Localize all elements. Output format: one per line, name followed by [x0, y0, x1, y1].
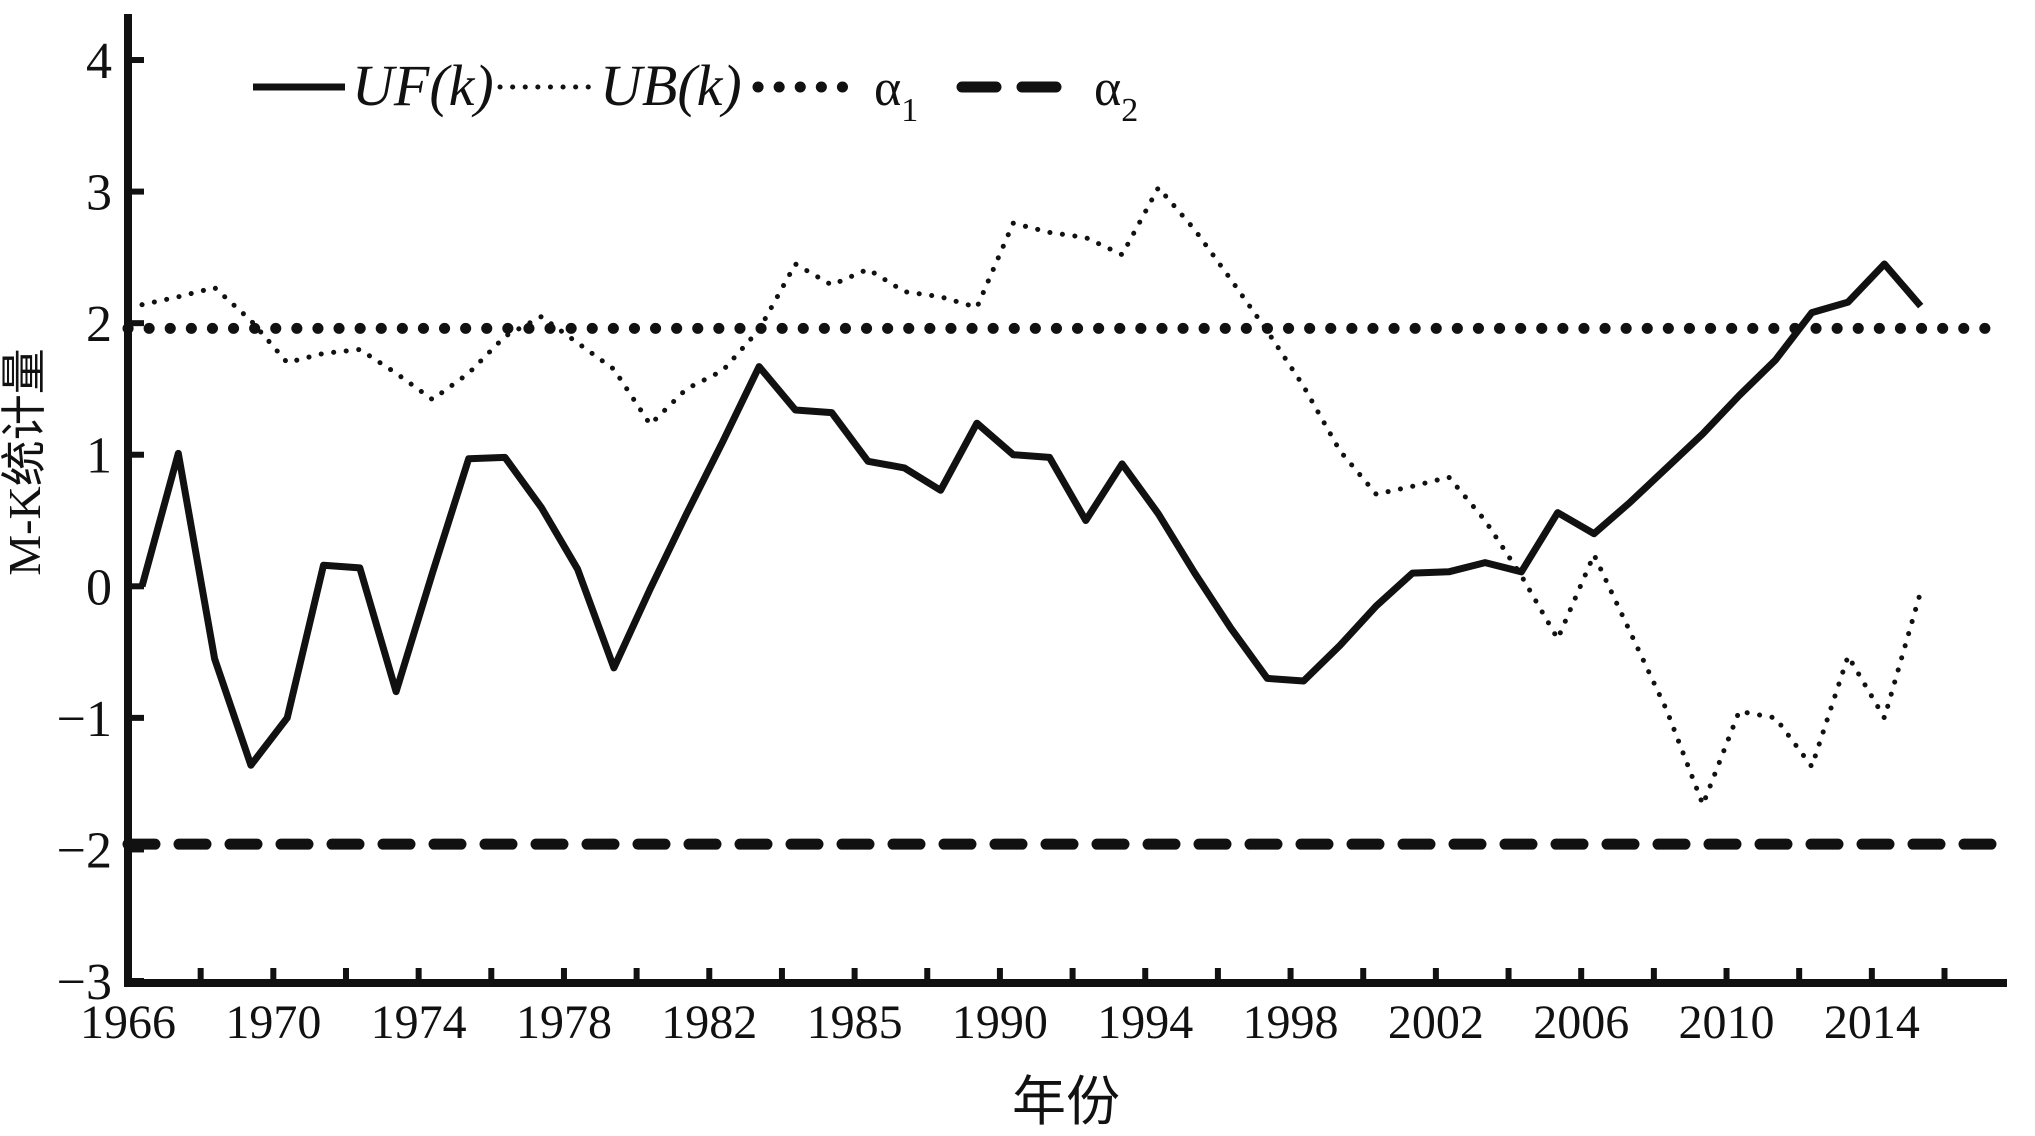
x-tick-label: 1966: [80, 996, 176, 1049]
x-tick-label: 1982: [661, 996, 757, 1049]
legend-label-2: UB(k): [600, 53, 742, 118]
x-tick-label: 1978: [516, 996, 612, 1049]
x-tick-label: 1974: [371, 996, 467, 1049]
series-ub: [139, 185, 1924, 808]
legend-label-1: UF(k): [352, 53, 494, 118]
y-tick-label: 3: [86, 165, 112, 222]
x-tick-label: 1985: [807, 996, 903, 1049]
x-tick-label: 2010: [1679, 996, 1775, 1049]
y-tick-label: −2: [57, 822, 112, 879]
x-tick-label: 2014: [1824, 996, 1920, 1049]
y-axis-title: M-K统计量: [0, 348, 50, 575]
x-tick-label: 1994: [1097, 996, 1193, 1049]
x-tick-label: 1970: [225, 996, 321, 1049]
y-tick-label: 0: [86, 559, 112, 616]
legend-label-3: α1: [874, 60, 918, 129]
x-tick-label: 2002: [1388, 996, 1484, 1049]
y-tick-label: −1: [57, 691, 112, 748]
y-tick-label: 2: [86, 296, 112, 353]
series-uf: [138, 260, 1924, 769]
y-tick-label: 1: [86, 428, 112, 485]
x-axis-title: 年份: [1012, 1072, 1120, 1132]
y-tick-label: 4: [86, 33, 112, 90]
x-tick-label: 2006: [1533, 996, 1629, 1049]
x-tick-label: 1998: [1243, 996, 1339, 1049]
x-tick-label: 1990: [952, 996, 1048, 1049]
y-tick-label: −3: [57, 954, 112, 1011]
legend-label-4: α2: [1094, 60, 1138, 129]
